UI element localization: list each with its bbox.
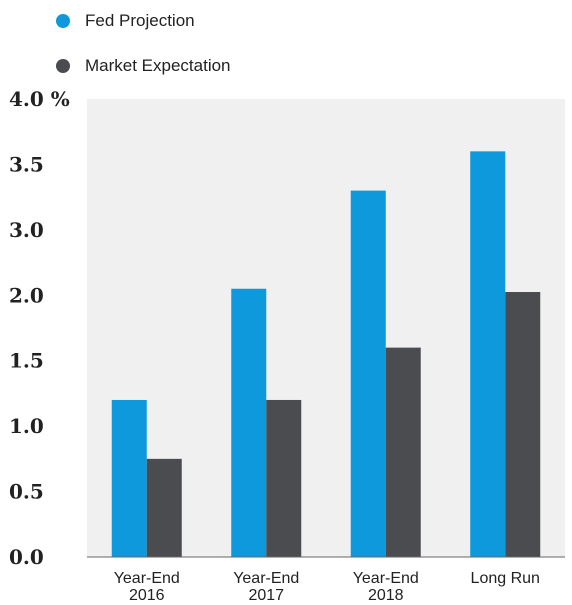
y-tick-label: 1.0	[9, 414, 44, 438]
x-tick-label: Year-End 2016	[114, 570, 180, 604]
y-tick-label: 0.0	[9, 545, 44, 569]
legend-dot-market-expectation	[56, 59, 70, 73]
bar-fed-projection-1	[231, 288, 267, 557]
legend-item-market-expectation: Market Expectation	[56, 56, 231, 76]
bar-market-expectation-2	[385, 347, 421, 557]
x-tick-label: Year-End 2017	[233, 570, 299, 604]
bar-market-expectation-1	[266, 399, 302, 557]
y-tick-label: 3.0	[9, 218, 44, 242]
y-tick-label: 4.0 %	[9, 87, 70, 111]
bars-group	[111, 151, 541, 558]
legend-label-fed-projection: Fed Projection	[85, 11, 195, 30]
legend-item-fed-projection: Fed Projection	[56, 11, 195, 31]
bar-fed-projection-0	[111, 399, 147, 557]
x-tick-label: Long Run	[471, 570, 540, 587]
bar-fed-projection-2	[350, 190, 386, 557]
bar-fed-projection-3	[470, 151, 506, 558]
legend-dot-fed-projection	[56, 14, 70, 28]
y-tick-label: 2.0	[9, 283, 44, 307]
y-tick-label: 1.5	[9, 349, 44, 373]
bar-market-expectation-3	[505, 292, 541, 557]
y-tick-labels: 0.0 0.5 1.0 1.5 2.0 3.0 3.5 4.0 %	[9, 87, 70, 569]
y-tick-label: 0.5	[9, 480, 44, 504]
y-tick-label: 3.5	[9, 152, 44, 176]
x-tick-label: Year-End 2018	[353, 570, 419, 604]
bar-market-expectation-0	[146, 458, 182, 557]
legend-label-market-expectation: Market Expectation	[85, 56, 231, 75]
x-tick-labels: Year-End 2016 Year-End 2017 Year-End 2018 Long…	[114, 570, 540, 604]
